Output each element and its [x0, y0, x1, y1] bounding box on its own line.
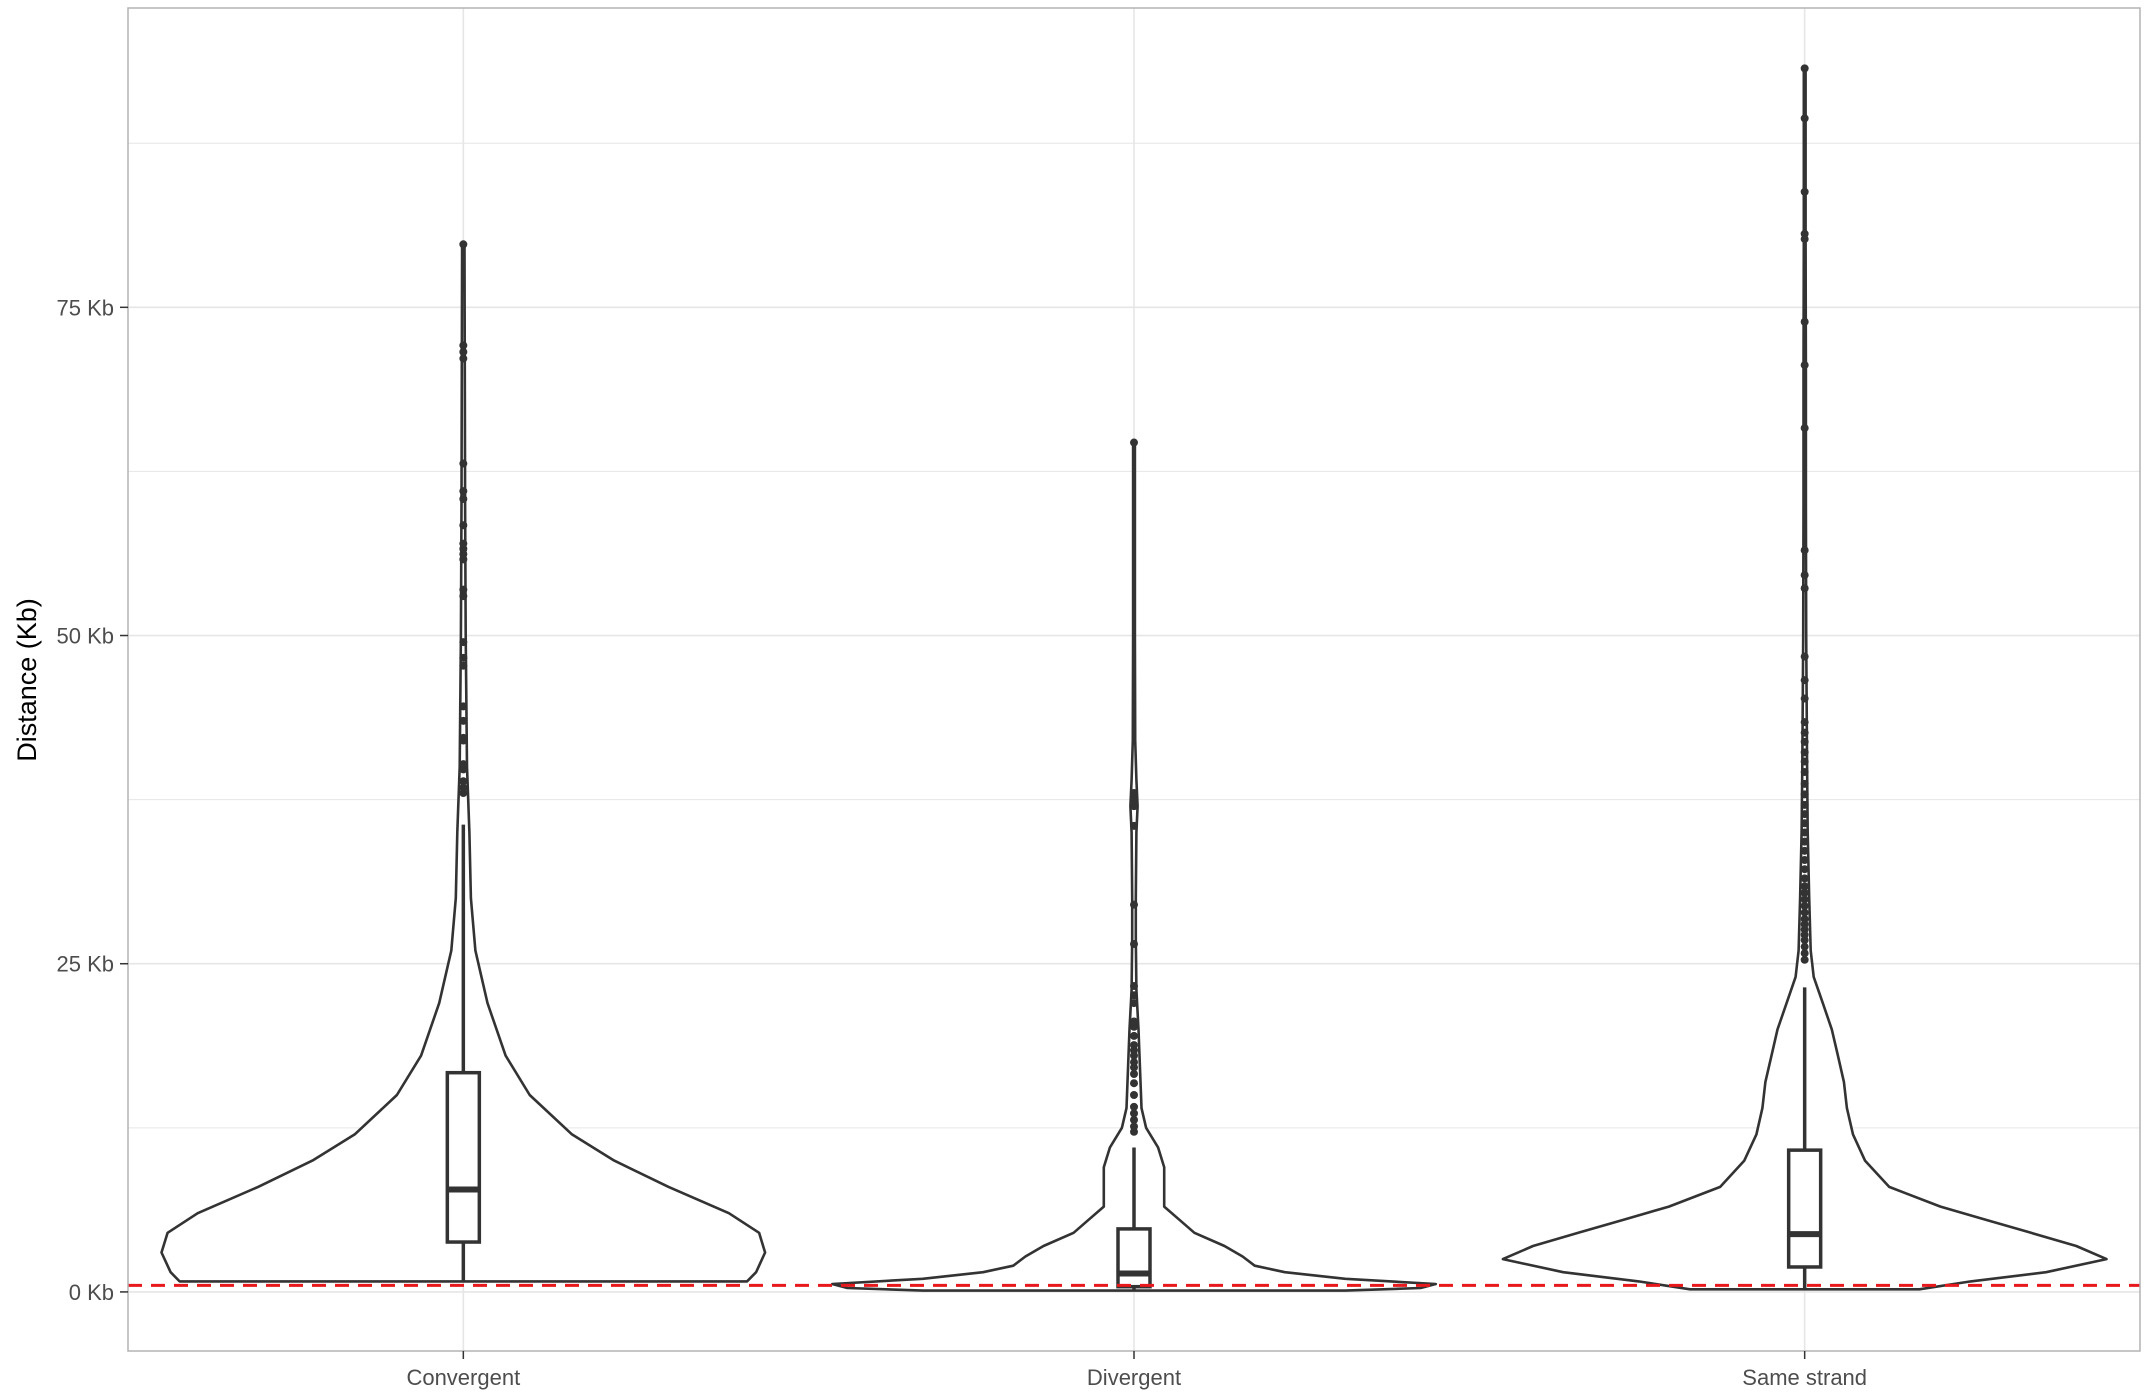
outlier-point [1130, 1058, 1138, 1067]
outlier-point [1800, 748, 1809, 757]
outlier-point [1800, 955, 1809, 964]
outlier-point [459, 653, 468, 662]
outlier-point [459, 240, 468, 249]
outlier-point [1130, 789, 1138, 798]
outlier-point [1800, 895, 1809, 904]
outlier-point [1800, 229, 1809, 238]
outlier-point [1800, 790, 1809, 799]
outlier-point [1800, 424, 1809, 433]
outlier-point [1130, 1017, 1138, 1026]
outlier-point [1800, 694, 1809, 703]
outlier-point [1130, 1115, 1138, 1124]
y-axis: 0 Kb 25 Kb 50 Kb 75 Kb [57, 295, 128, 1305]
outlier-point [1130, 1041, 1138, 1050]
outlier-point [459, 661, 468, 670]
outlier-point [1800, 865, 1809, 874]
y-tick-label: 50 Kb [57, 624, 115, 649]
outlier-point [1800, 546, 1809, 555]
outlier-point [1800, 837, 1809, 846]
x-axis: Convergent Divergent Same strand [406, 1351, 1867, 1390]
outlier-point [1130, 991, 1138, 1000]
outlier-point [1800, 908, 1809, 917]
outlier-point [1800, 828, 1809, 837]
outlier-point [1800, 64, 1809, 73]
outlier-point [1130, 1091, 1138, 1100]
outlier-point [459, 702, 468, 711]
outlier-point [1800, 915, 1809, 924]
outlier-point [459, 733, 468, 742]
outlier-point [1130, 999, 1138, 1008]
outlier-point [1800, 874, 1809, 883]
outlier-point [459, 341, 468, 350]
outlier-point [1130, 438, 1138, 447]
outlier-point [1130, 1109, 1138, 1118]
outlier-point [459, 760, 468, 769]
outlier-point [1800, 652, 1809, 661]
box [1786, 1148, 1823, 1269]
outlier-point [1800, 676, 1809, 685]
x-tick-label: Convergent [406, 1365, 520, 1390]
outlier-point [1800, 114, 1809, 123]
outlier-point [1800, 728, 1809, 737]
outlier-point [1130, 1079, 1138, 1088]
outlier-point [1800, 737, 1809, 746]
outlier-point [1800, 317, 1809, 326]
outlier-point [1800, 800, 1809, 809]
outlier-point [459, 494, 468, 503]
x-tick-label: Same strand [1742, 1365, 1867, 1390]
outlier-point [1130, 821, 1138, 830]
x-tick-label: Divergent [1087, 1365, 1181, 1390]
outlier-point [1800, 888, 1809, 897]
outlier-point [1800, 942, 1809, 951]
outlier-point [459, 539, 468, 548]
outlier-point [1800, 882, 1809, 891]
outlier-point [459, 487, 468, 496]
outlier-point [1130, 940, 1138, 949]
outlier-point [1800, 819, 1809, 828]
outlier-point [1800, 810, 1809, 819]
outlier-point [1800, 584, 1809, 593]
outlier-point [459, 521, 468, 530]
outlier-point [1800, 768, 1809, 777]
outlier-point [459, 638, 468, 647]
outlier-point [1800, 571, 1809, 580]
box [445, 1070, 482, 1244]
outlier-point [459, 347, 468, 356]
outlier-point [1800, 901, 1809, 910]
outlier-point [1130, 1102, 1138, 1111]
outlier-point [1130, 1069, 1138, 1078]
outlier-point [1800, 361, 1809, 370]
outlier-point [1800, 846, 1809, 855]
outlier-point [1130, 982, 1138, 991]
outlier-point [1130, 900, 1138, 909]
box [1116, 1227, 1152, 1289]
outlier-point [1800, 718, 1809, 727]
outlier-point [1800, 949, 1809, 958]
outlier-point [459, 783, 468, 792]
outlier-point [1130, 1122, 1138, 1131]
outlier-point [1130, 795, 1138, 804]
outlier-point [459, 592, 468, 601]
y-tick-label: 25 Kb [57, 952, 115, 977]
outlier-point [1800, 757, 1809, 766]
outlier-point [459, 585, 468, 594]
y-axis-title: Distance (Kb) [12, 598, 42, 762]
outlier-point [459, 777, 468, 786]
y-tick-label: 75 Kb [57, 295, 115, 320]
outlier-point [1800, 779, 1809, 788]
violin-group [160, 64, 2108, 1292]
outlier-point [1800, 187, 1809, 196]
outlier-point [459, 459, 468, 468]
outlier-point [1130, 802, 1138, 811]
y-tick-label: 0 Kb [69, 1280, 114, 1305]
outlier-point [459, 354, 468, 363]
outlier-point [1130, 1031, 1138, 1040]
outlier-point [1800, 856, 1809, 865]
outlier-point [459, 716, 468, 725]
